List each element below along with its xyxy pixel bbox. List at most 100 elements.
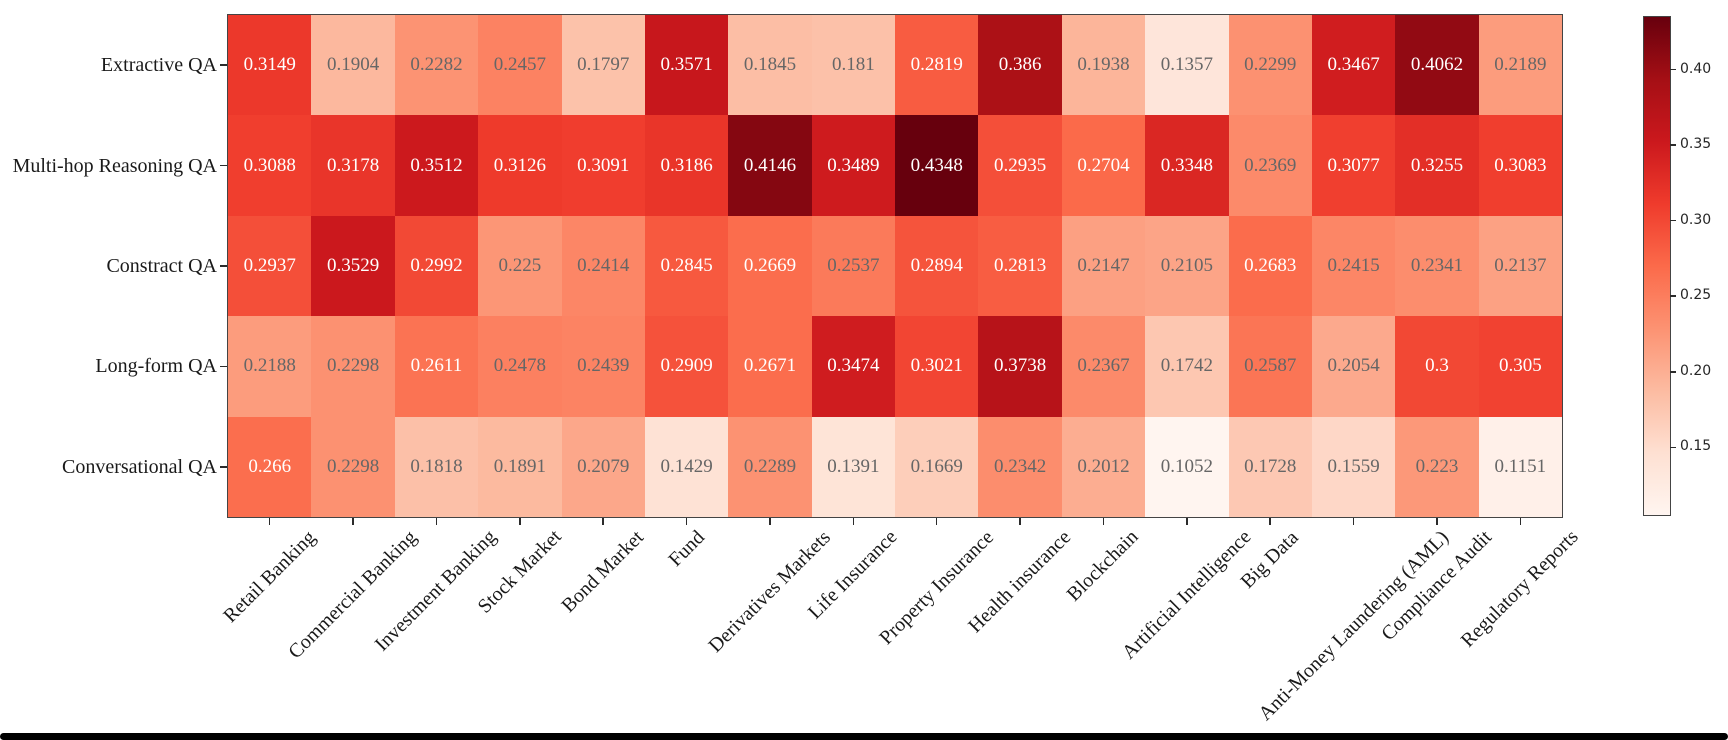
x-tick (1102, 518, 1105, 525)
heatmap-cell: 0.2189 (1478, 15, 1562, 116)
heatmap-cell-value: 0.225 (498, 254, 542, 276)
heatmap-cell-value: 0.1845 (743, 54, 797, 76)
heatmap-cell: 0.1938 (1061, 15, 1146, 116)
x-tick (352, 518, 354, 525)
heatmap-cell: 0.225 (478, 215, 562, 317)
heatmap-cell-value: 0.3 (1425, 355, 1449, 377)
heatmap-cell: 0.2937 (228, 215, 312, 317)
heatmap-cell: 0.2289 (728, 416, 812, 517)
heatmap-cell-value: 0.2299 (1244, 54, 1297, 76)
x-tick (435, 518, 438, 525)
heatmap-cell: 0.1904 (311, 15, 395, 116)
heatmap-cell-value: 0.3126 (493, 154, 546, 176)
heatmap-cell: 0.1669 (895, 416, 979, 517)
heatmap-cell-value: 0.2478 (493, 355, 546, 377)
heatmap-cell-value: 0.2704 (1077, 154, 1130, 176)
y-tick (220, 365, 227, 368)
heatmap-cell: 0.2147 (1061, 215, 1146, 317)
heatmap-cell-value: 0.2289 (743, 455, 797, 477)
heatmap-cell: 0.3 (1395, 316, 1479, 417)
colorbar-tick-label: 0.35 (1680, 136, 1712, 153)
heatmap-cell-value: 0.3178 (326, 154, 380, 176)
heatmap-cell-value: 0.2188 (243, 355, 296, 377)
heatmap-cell: 0.1559 (1311, 416, 1396, 517)
heatmap-cell-value: 0.1559 (1327, 455, 1380, 477)
heatmap-cell-value: 0.1818 (410, 455, 463, 477)
heatmap-cell: 0.2909 (644, 316, 729, 417)
heatmap-cell-value: 0.3088 (243, 154, 296, 176)
x-tick (935, 518, 938, 525)
x-tick-label: Retail Banking (218, 526, 320, 627)
heatmap-cell-value: 0.3529 (326, 254, 380, 276)
heatmap-cell-value: 0.2415 (1327, 254, 1380, 276)
heatmap-cell-value: 0.2611 (410, 355, 463, 377)
heatmap-cell: 0.3091 (561, 115, 645, 216)
heatmap-cell: 0.3255 (1395, 115, 1479, 216)
heatmap-cell: 0.2704 (1061, 115, 1146, 216)
heatmap-cell: 0.3186 (644, 115, 729, 216)
heatmap-cell-value: 0.2147 (1077, 254, 1130, 276)
heatmap-cell: 0.2992 (394, 215, 479, 317)
heatmap-cell: 0.2669 (728, 215, 812, 317)
heatmap-cell-value: 0.181 (831, 54, 875, 76)
y-tick-label: Conversational QA (62, 455, 217, 478)
heatmap-cell: 0.2342 (978, 416, 1062, 517)
heatmap-cell-value: 0.3083 (1494, 154, 1547, 176)
heatmap-cell: 0.1391 (811, 416, 895, 517)
heatmap-cell-value: 0.3091 (577, 154, 630, 176)
heatmap-cell: 0.2415 (1311, 215, 1396, 317)
heatmap-cell-value: 0.4062 (1410, 54, 1464, 76)
heatmap-cell: 0.3126 (478, 115, 562, 216)
heatmap-cell: 0.2054 (1311, 316, 1396, 417)
heatmap-cell: 0.223 (1395, 416, 1479, 517)
heatmap-cell: 0.3467 (1311, 15, 1396, 116)
colorbar-tick-label: 0.40 (1680, 60, 1712, 77)
heatmap-cell: 0.3077 (1311, 115, 1396, 216)
y-tick-label: Multi-hop Reasoning QA (12, 154, 217, 177)
heatmap-cell-value: 0.1938 (1077, 54, 1130, 76)
heatmap-cell-value: 0.1052 (1160, 455, 1213, 477)
heatmap-cell-value: 0.2813 (993, 254, 1047, 276)
heatmap-cell-value: 0.2414 (577, 254, 630, 276)
heatmap-cell-value: 0.2105 (1160, 254, 1213, 276)
heatmap-cell: 0.2894 (895, 215, 979, 317)
heatmap-cell-value: 0.3489 (827, 154, 880, 176)
heatmap-cell-value: 0.2079 (577, 455, 630, 477)
heatmap-cell-value: 0.2935 (993, 154, 1047, 176)
heatmap-cell-value: 0.2587 (1244, 355, 1297, 377)
heatmap-cell-value: 0.1891 (493, 455, 546, 477)
heatmap-cell-value: 0.2298 (326, 455, 380, 477)
y-tick-label: Constract QA (106, 255, 217, 277)
heatmap-cell-value: 0.2537 (827, 254, 880, 276)
colorbar-tick (1670, 371, 1676, 373)
x-tick (1436, 518, 1438, 525)
heatmap-cell-value: 0.1742 (1160, 355, 1213, 377)
heatmap-cell: 0.3083 (1478, 115, 1562, 216)
heatmap-cell-value: 0.3077 (1327, 154, 1380, 176)
heatmap-cell: 0.2457 (478, 15, 562, 116)
heatmap-cell: 0.386 (978, 15, 1062, 116)
heatmap-cell: 0.3348 (1145, 115, 1229, 216)
heatmap-cell: 0.2478 (478, 316, 562, 417)
colorbar-tick (1670, 68, 1676, 71)
heatmap-cell: 0.2935 (978, 115, 1062, 216)
heatmap-cell-value: 0.386 (998, 54, 1042, 76)
heatmap-cell: 0.2079 (561, 416, 645, 517)
x-tick (1186, 518, 1188, 525)
heatmap-cell-value: 0.2189 (1494, 54, 1547, 76)
heatmap-cell-value: 0.2992 (410, 254, 463, 276)
heatmap-cell: 0.2813 (978, 215, 1062, 317)
heatmap-cell: 0.1728 (1228, 416, 1312, 517)
heatmap-cell-value: 0.1357 (1160, 54, 1213, 76)
heatmap-cell: 0.4146 (728, 115, 812, 216)
heatmap-cell: 0.181 (811, 15, 895, 116)
x-tick-label: Derivatives Markets (704, 526, 835, 657)
colorbar-tick (1670, 144, 1676, 146)
x-tick (769, 518, 771, 525)
x-tick (852, 518, 855, 525)
heatmap-cell: 0.2611 (394, 316, 479, 417)
x-tick (602, 518, 604, 525)
heatmap-cell-value: 0.2341 (1410, 254, 1464, 276)
heatmap-cell: 0.1357 (1145, 15, 1229, 116)
